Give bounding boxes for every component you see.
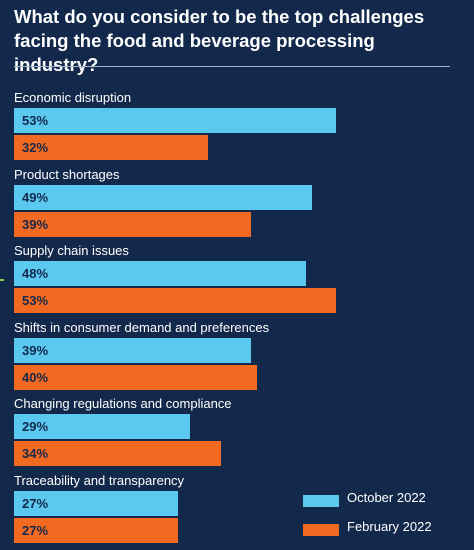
bar-value-label: 39% xyxy=(22,216,49,232)
bar-february-2022 xyxy=(14,135,209,160)
bar-february-2022 xyxy=(14,288,336,313)
bar-value-label: 53% xyxy=(22,293,49,308)
legend-swatch xyxy=(303,524,339,536)
category-label: Traceability and transparency xyxy=(14,472,185,488)
bar-value-label: 39% xyxy=(22,342,49,358)
bar-february-2022 xyxy=(14,441,221,466)
bar-value-label: 27% xyxy=(22,495,49,511)
bar-value-label: 40% xyxy=(22,369,49,385)
legend-label: October 2022 xyxy=(347,490,426,505)
bar-october-2022 xyxy=(14,414,191,439)
bar-october-2022 xyxy=(14,337,251,363)
bar-october-2022 xyxy=(14,490,179,516)
category-label: Changing regulations and compliance xyxy=(14,396,232,411)
chart-title: What do you consider to be the top chall… xyxy=(14,6,425,75)
bar-value-label: 32% xyxy=(22,140,49,155)
bar-value-label: 48% xyxy=(22,266,49,281)
bar-value-label: 29% xyxy=(22,419,49,434)
bar-value-label: 34% xyxy=(22,446,49,461)
legend-label: February 2022 xyxy=(347,519,432,534)
bar-value-label: 49% xyxy=(22,189,49,205)
category-label: Supply chain issues xyxy=(14,243,129,258)
edge-marker xyxy=(0,279,4,281)
title-divider xyxy=(14,66,450,67)
bar-october-2022 xyxy=(14,184,312,210)
bar-february-2022 xyxy=(14,517,179,543)
category-label: Shifts in consumer demand and preference… xyxy=(14,319,270,335)
bar-october-2022 xyxy=(14,108,336,133)
bar-value-label: 27% xyxy=(22,522,49,538)
category-label: Economic disruption xyxy=(14,90,132,105)
bar-value-label: 53% xyxy=(22,113,49,128)
bar-february-2022 xyxy=(14,211,251,237)
bar-february-2022 xyxy=(14,364,258,390)
bar-october-2022 xyxy=(14,261,306,286)
category-label: Product shortages xyxy=(14,166,120,182)
legend-swatch xyxy=(303,495,339,507)
